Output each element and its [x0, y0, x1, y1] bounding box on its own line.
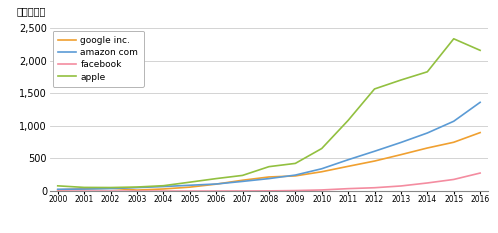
apple	[372, 88, 377, 90]
facebook	[451, 178, 457, 181]
google inc.	[345, 165, 351, 168]
amazon com	[266, 177, 272, 180]
facebook	[345, 187, 351, 190]
apple	[240, 174, 246, 177]
google inc.	[266, 176, 272, 178]
apple	[424, 70, 430, 73]
google inc.	[372, 160, 377, 162]
google inc.	[160, 188, 166, 190]
amazon com	[160, 185, 166, 188]
facebook	[240, 190, 246, 192]
facebook	[398, 185, 404, 187]
Text: （億ドル）: （億ドル）	[17, 7, 46, 17]
amazon com	[372, 150, 377, 153]
amazon com	[398, 141, 404, 144]
google inc.	[292, 175, 298, 177]
apple	[134, 186, 140, 188]
apple	[345, 119, 351, 122]
google inc.	[424, 147, 430, 149]
Legend: google inc., amazon com, facebook, apple: google inc., amazon com, facebook, apple	[52, 31, 144, 87]
Line: apple: apple	[58, 39, 480, 188]
google inc.	[134, 189, 140, 192]
apple	[55, 185, 61, 187]
amazon com	[55, 188, 61, 191]
amazon com	[292, 174, 298, 176]
amazon com	[319, 167, 325, 170]
google inc.	[55, 188, 61, 191]
amazon com	[240, 180, 246, 183]
amazon com	[81, 188, 87, 190]
facebook	[319, 188, 325, 191]
apple	[319, 147, 325, 150]
facebook	[55, 190, 61, 192]
facebook	[81, 190, 87, 192]
apple	[81, 186, 87, 189]
facebook	[266, 189, 272, 192]
google inc.	[398, 153, 404, 156]
apple	[213, 177, 219, 180]
facebook	[292, 189, 298, 192]
google inc.	[240, 179, 246, 182]
facebook	[160, 190, 166, 192]
facebook	[477, 172, 483, 175]
apple	[108, 186, 114, 189]
facebook	[424, 182, 430, 184]
amazon com	[213, 183, 219, 185]
google inc.	[451, 141, 457, 144]
Line: facebook: facebook	[58, 173, 480, 191]
facebook	[372, 186, 377, 189]
google inc.	[187, 186, 193, 188]
amazon com	[108, 187, 114, 190]
facebook	[187, 190, 193, 192]
google inc.	[108, 187, 114, 190]
apple	[292, 162, 298, 165]
amazon com	[134, 186, 140, 189]
facebook	[213, 190, 219, 192]
apple	[451, 37, 457, 40]
facebook	[134, 190, 140, 192]
amazon com	[424, 132, 430, 134]
amazon com	[187, 184, 193, 187]
Line: google inc.: google inc.	[58, 133, 480, 190]
amazon com	[345, 158, 351, 161]
apple	[398, 79, 404, 81]
google inc.	[477, 131, 483, 134]
amazon com	[451, 120, 457, 123]
facebook	[108, 190, 114, 192]
google inc.	[213, 183, 219, 185]
google inc.	[81, 187, 87, 190]
apple	[160, 184, 166, 187]
google inc.	[319, 170, 325, 173]
apple	[477, 49, 483, 52]
Line: amazon com: amazon com	[58, 102, 480, 189]
apple	[187, 181, 193, 184]
amazon com	[477, 101, 483, 104]
apple	[266, 165, 272, 168]
